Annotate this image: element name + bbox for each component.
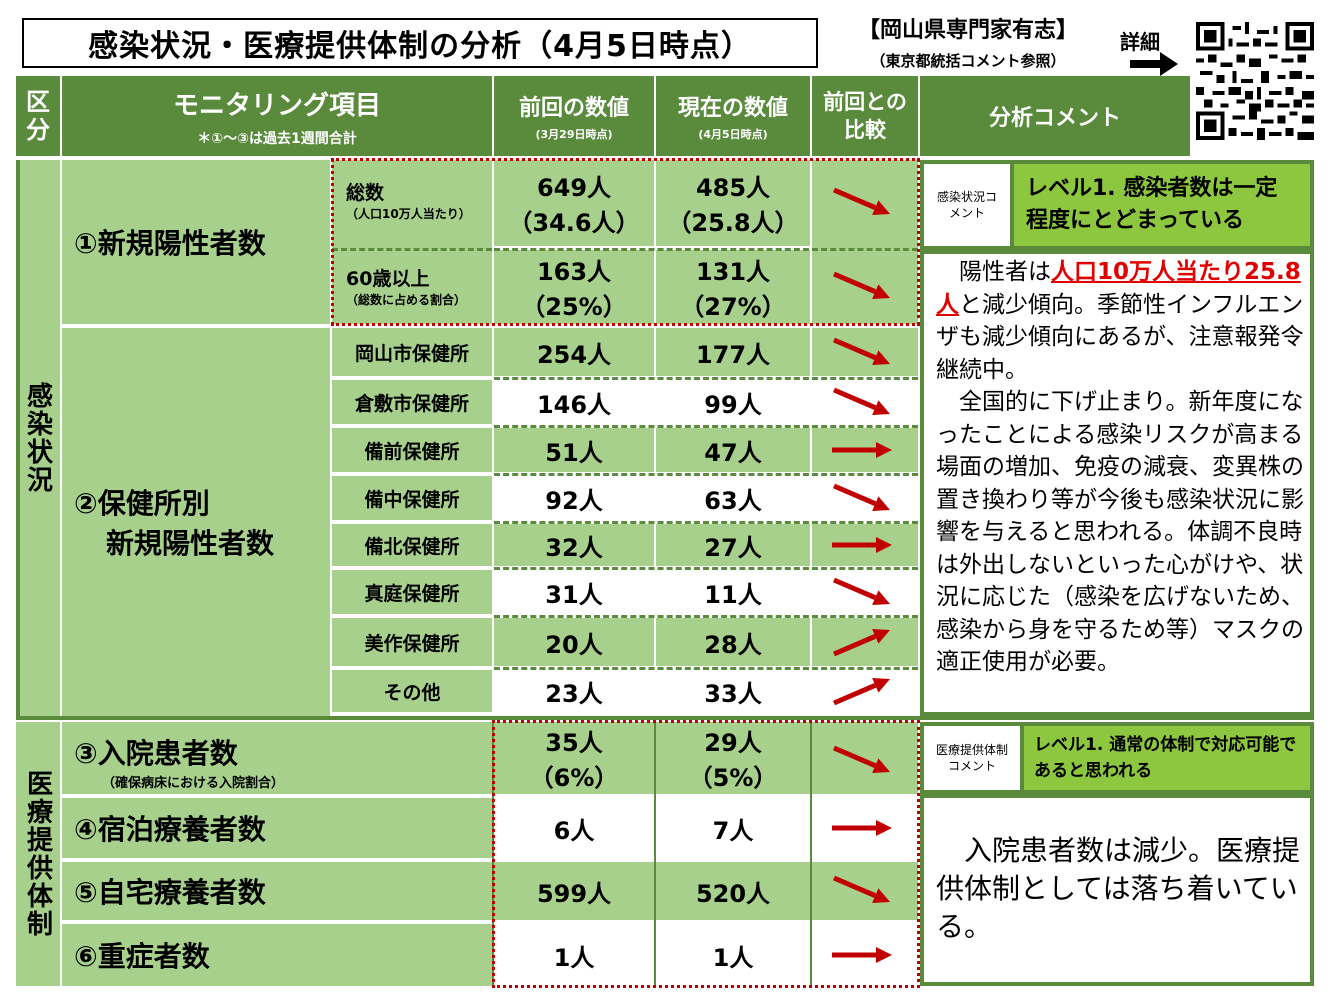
health-center-curr: 11人 (656, 570, 810, 614)
hospitalized-label: ③入院患者数 （確保病床における入院割合） (62, 722, 492, 794)
infection-level-box: 感染状況コメント レベル1. 感染者数は一定程度にとどまっている (920, 160, 1314, 250)
medical-highlight-frame (492, 720, 920, 988)
health-center-name: その他 (332, 670, 492, 712)
health-center-curr: 177人 (656, 328, 810, 376)
severe-prev: 1人 (494, 924, 654, 986)
highlight-frame (331, 158, 920, 326)
lodging-curr: 7人 (656, 798, 810, 858)
trend-down-arrow-icon (833, 577, 890, 606)
hospitalized-curr: 29人 （5%） (656, 722, 810, 794)
new-positive-subgroup: 総数 （人口10万人当たり） 60歳以上 （総数に占める割合） (332, 160, 492, 324)
trend-down-arrow-icon (833, 387, 890, 416)
section-infection: 感染状況 (16, 160, 60, 716)
trend-down-arrow-icon (833, 337, 890, 366)
trend-down-arrow-icon (833, 271, 890, 300)
trend-down-arrow-icon (833, 745, 890, 774)
new-positive-label: ①新規陽性者数 (62, 160, 330, 324)
infection-level: レベル1. 感染者数は一定程度にとどまっている (1014, 164, 1310, 246)
health-center-curr: 99人 (656, 380, 810, 424)
page-title: 感染状況・医療提供体制の分析（4月5日時点） (22, 18, 818, 68)
health-center-curr: 28人 (656, 618, 810, 666)
health-center-curr: 47人 (656, 428, 810, 472)
health-center-name: 岡山市保健所 (332, 328, 492, 376)
over60-prev: 163人 （25%） (494, 250, 654, 324)
header-prev: 前回の数値 (3月29日時点) (494, 76, 654, 156)
health-center-name: 備北保健所 (332, 524, 492, 566)
health-center-prev: 92人 (494, 476, 654, 520)
trend-down-arrow-icon (833, 187, 890, 216)
hospitalized-prev: 35人 （6%） (494, 722, 654, 794)
medical-comment-text: 入院患者数は減少。医療提供体制としては落ち着いている。 (924, 798, 1310, 982)
infection-comment-tag: 感染状況コメント (924, 164, 1010, 246)
arrow-right-icon (1130, 52, 1178, 76)
detail-link[interactable]: 詳細 (1120, 30, 1160, 54)
header-monitoring-note: ＊①〜③は過去1週間合計 (197, 130, 357, 147)
health-center-curr: 33人 (656, 670, 810, 712)
infection-comment-text: 陽性者は人口10万人当たり25.8人と減少傾向。季節性インフルエンザも減少傾向に… (924, 254, 1310, 712)
trend-up-arrow-icon (833, 628, 890, 657)
trend-down-arrow-icon (833, 875, 890, 904)
health-center-name: 備前保健所 (332, 428, 492, 472)
severe-curr: 1人 (656, 924, 810, 986)
header-monitoring-label: モニタリング項目 (172, 90, 381, 121)
medical-comment-tag: 医療提供体制コメント (924, 726, 1020, 790)
health-center-curr: 27人 (656, 524, 810, 566)
total-label: 総数 （人口10万人当たり） (346, 182, 471, 221)
health-center-name: 備中保健所 (332, 476, 492, 520)
trend-flat-arrow-icon (832, 947, 892, 963)
header-monitoring: モニタリング項目 ＊①〜③は過去1週間合計 (62, 76, 492, 156)
lodging-label: ④宿泊療養者数 (62, 798, 492, 858)
org-name: 【岡山県専門家有志】 (857, 18, 1078, 43)
health-center-curr: 63人 (656, 476, 810, 520)
health-center-name: 真庭保健所 (332, 570, 492, 614)
health-center-prev: 146人 (494, 380, 654, 424)
trend-down-arrow-icon (833, 483, 890, 512)
header-comment: 分析コメント (920, 76, 1190, 156)
health-center-prev: 254人 (494, 328, 654, 376)
header-curr: 現在の数値 (4月5日時点) (656, 76, 810, 156)
trend-flat-arrow-icon (832, 442, 892, 458)
qr-code-icon[interactable] (1196, 22, 1314, 140)
home-prev: 599人 (494, 862, 654, 920)
section-medical: 医療提供体制 (16, 722, 60, 986)
over60-label: 60歳以上 （総数に占める割合） (346, 268, 467, 307)
home-curr: 520人 (656, 862, 810, 920)
over60-curr: 131人 （27%） (656, 250, 810, 324)
health-center-prev: 51人 (494, 428, 654, 472)
health-center-prev: 23人 (494, 670, 654, 712)
home-label: ⑤自宅療養者数 (62, 862, 492, 920)
total-curr: 485人 （25.8人） (656, 160, 810, 246)
health-center-name: 倉敷市保健所 (332, 380, 492, 424)
health-center-prev: 32人 (494, 524, 654, 566)
total-prev: 649人 （34.6人） (494, 160, 654, 246)
trend-flat-arrow-icon (832, 537, 892, 553)
header-kubun: 区分 (16, 76, 60, 156)
lodging-prev: 6人 (494, 798, 654, 858)
health-center-name: 美作保健所 (332, 618, 492, 666)
trend-up-arrow-icon (833, 677, 890, 706)
org-note: （東京都統括コメント参照） (870, 52, 1066, 70)
trend-flat-arrow-icon (832, 820, 892, 836)
severe-label: ⑥重症者数 (62, 924, 492, 986)
health-center-prev: 31人 (494, 570, 654, 614)
health-center-prev: 20人 (494, 618, 654, 666)
medical-level: レベル1. 通常の体制で対応可能であると思われる (1024, 726, 1310, 790)
health-center-label: ②保健所別 新規陽性者数 (62, 328, 330, 716)
new-positive-compare (812, 160, 918, 324)
highlight-rate: 人口10万人当たり25.8人 (936, 259, 1301, 318)
medical-level-box: 医療提供体制コメント レベル1. 通常の体制で対応可能であると思われる (920, 722, 1314, 794)
header-compare: 前回との比較 (812, 76, 918, 156)
